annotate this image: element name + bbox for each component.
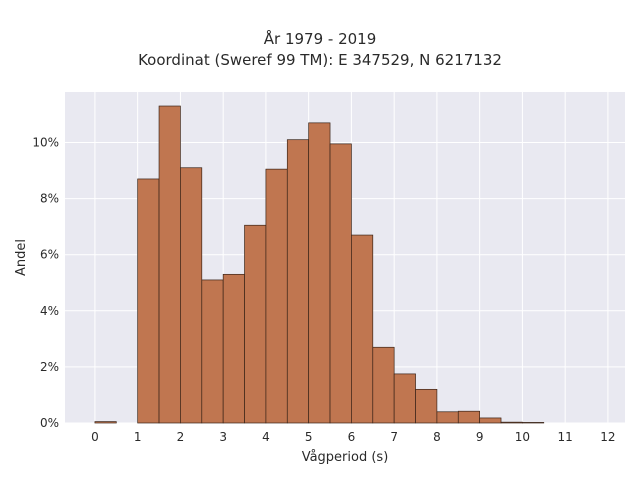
- histogram-bar: [479, 417, 502, 424]
- histogram-bar: [351, 234, 374, 424]
- chart-title: År 1979 - 2019: [263, 30, 377, 48]
- x-axis-label: Vågperiod (s): [302, 450, 389, 465]
- histogram-bar: [500, 421, 523, 424]
- y-tick-label: 0%: [40, 416, 59, 430]
- x-tick-label: 1: [134, 430, 142, 444]
- x-tick-label: 3: [219, 430, 227, 444]
- x-tick-label: 2: [177, 430, 185, 444]
- x-tick-label: 8: [433, 430, 441, 444]
- x-tick-label: 6: [348, 430, 356, 444]
- histogram-bar: [94, 421, 117, 424]
- histogram-bar: [329, 143, 352, 424]
- x-tick-label: 12: [600, 430, 615, 444]
- y-tick-label: 8%: [40, 192, 59, 206]
- histogram-bar: [244, 224, 267, 424]
- chart-subtitle: Koordinat (Sweref 99 TM): E 347529, N 62…: [138, 51, 502, 69]
- x-tick-label: 9: [476, 430, 484, 444]
- histogram-bar: [286, 139, 310, 424]
- ticks: 0 1 2 3 4 5 6 7 8 9 10 11 120%2%4%6%8%10%: [32, 135, 615, 444]
- histogram-bar: [158, 105, 181, 424]
- histogram-bar: [222, 273, 245, 424]
- y-axis-label: Andel: [14, 239, 29, 276]
- x-tick-label: 11: [558, 430, 573, 444]
- x-tick-label: 7: [390, 430, 398, 444]
- y-tick-label: 10%: [32, 135, 59, 149]
- histogram-bar: [137, 178, 160, 424]
- y-tick-label: 4%: [40, 304, 59, 318]
- histogram-bar: [522, 422, 545, 424]
- x-tick-label: 0: [91, 430, 99, 444]
- histogram-bar: [180, 167, 203, 424]
- x-tick-label: 10: [515, 430, 530, 444]
- x-tick-label: 5: [305, 430, 313, 444]
- histogram-bar: [457, 410, 481, 424]
- y-tick-label: 2%: [40, 360, 59, 374]
- histogram-bar: [415, 388, 438, 424]
- y-tick-label: 6%: [40, 248, 59, 262]
- histogram-bar: [308, 122, 331, 424]
- histogram-bar: [393, 373, 416, 424]
- histogram-bar: [372, 346, 395, 424]
- histogram-bar: [201, 279, 224, 424]
- histogram-bar: [265, 168, 288, 424]
- histogram-bar: [436, 411, 459, 424]
- bars: [94, 105, 545, 424]
- x-tick-label: 4: [262, 430, 270, 444]
